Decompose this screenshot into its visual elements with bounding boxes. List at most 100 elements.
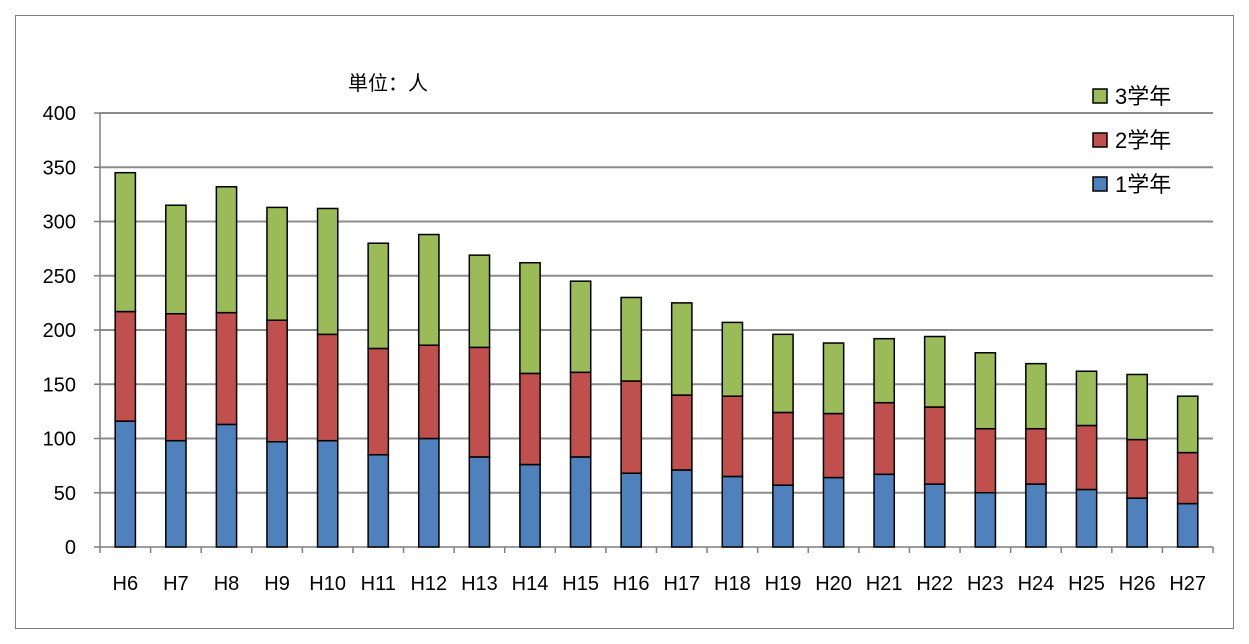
- legend: 3学年 2学年 1学年: [1092, 84, 1171, 197]
- bar-segment: [1025, 427, 1047, 485]
- bar-segment: [367, 347, 390, 456]
- legend-label: 2学年: [1115, 128, 1171, 153]
- y-tick-label: 100: [43, 429, 76, 451]
- bar-segment: [266, 441, 288, 548]
- bar-segment: [721, 395, 744, 478]
- bar-segment: [620, 296, 643, 382]
- bar-segment: [873, 401, 896, 476]
- x-tick-label: H16: [613, 573, 650, 595]
- y-tick-label: 350: [43, 157, 76, 179]
- bar-segment: [114, 171, 137, 313]
- bar-segment: [772, 484, 794, 548]
- bar-segment: [266, 319, 288, 443]
- bar-segment: [165, 312, 187, 442]
- bar-segment: [772, 333, 794, 414]
- bar-segment: [417, 437, 440, 548]
- bars: [114, 171, 1199, 548]
- bar-segment: [1176, 502, 1199, 548]
- bar-segment: [670, 469, 693, 548]
- bar-segment: [974, 492, 997, 548]
- x-tick-label: H6: [113, 573, 139, 595]
- bar-segment: [569, 456, 592, 548]
- bar-segment: [569, 371, 592, 458]
- bar-segment: [1126, 373, 1148, 441]
- bar-segment: [367, 454, 390, 548]
- x-tick-label: H20: [815, 573, 852, 595]
- bar-segment: [316, 207, 339, 336]
- legend-swatch: [1092, 88, 1108, 104]
- bar-segment: [215, 311, 238, 426]
- bar-segment: [468, 254, 491, 349]
- bar-segment: [1126, 438, 1148, 499]
- bar-segment: [721, 321, 744, 397]
- y-tick-label: 400: [43, 103, 76, 125]
- bar-segment: [519, 261, 541, 375]
- x-tick-label: H15: [562, 573, 599, 595]
- bar-segment: [974, 427, 997, 494]
- x-tick-label: H17: [663, 573, 700, 595]
- x-tick-label: H23: [967, 573, 1004, 595]
- legend-label: 1学年: [1115, 172, 1171, 197]
- bar-segment: [367, 242, 390, 350]
- bar-segment: [519, 372, 541, 466]
- bar-segment: [923, 335, 946, 408]
- bar-segment: [974, 352, 997, 430]
- y-tick-label: 300: [43, 212, 76, 234]
- bar-segment: [923, 406, 946, 485]
- unit-label: 単位：人: [348, 72, 428, 95]
- y-tick-label: 200: [43, 320, 76, 342]
- bar-segment: [721, 475, 744, 548]
- bar-segment: [873, 337, 896, 404]
- x-tick-label: H27: [1169, 573, 1206, 595]
- bar-segment: [417, 233, 440, 346]
- x-tick-label: H13: [461, 573, 498, 595]
- bar-segment: [569, 280, 592, 374]
- legend-label: 3学年: [1115, 84, 1171, 109]
- y-tick-label: 250: [43, 266, 76, 288]
- bar-segment: [822, 342, 845, 415]
- bar-segment: [114, 310, 137, 422]
- x-tick-label: H14: [512, 573, 549, 595]
- bar-segment: [923, 483, 946, 548]
- bar-segment: [215, 186, 238, 314]
- bar-segment: [1025, 483, 1047, 548]
- bar-segment: [215, 423, 238, 548]
- bar-segment: [620, 472, 643, 548]
- bar-segment: [1025, 362, 1047, 430]
- bar-segment: [266, 206, 288, 321]
- axis-labels: 0 50 100 150 200 250 300 350 400 H6 H7 H8 H9 H10 H11 H1…: [43, 103, 1206, 595]
- bar-segment: [873, 473, 896, 548]
- x-tick-label: H8: [214, 573, 240, 595]
- bar-segment: [417, 344, 440, 440]
- bar-segment: [670, 302, 693, 396]
- y-tick-label: 0: [65, 537, 76, 559]
- bar-segment: [468, 456, 491, 548]
- bar-segment: [772, 411, 794, 486]
- x-tick-label: H7: [163, 573, 189, 595]
- bar-segment: [1075, 424, 1098, 491]
- x-tick-label: H18: [714, 573, 751, 595]
- legend-swatch: [1092, 132, 1108, 148]
- bar-segment: [822, 412, 845, 479]
- bar-segment: [1126, 497, 1148, 548]
- bar-segment: [519, 463, 541, 548]
- y-tick-label: 50: [54, 483, 76, 505]
- bar-segment: [1075, 488, 1098, 548]
- x-tick-label: H22: [916, 573, 953, 595]
- bar-segment: [316, 439, 339, 548]
- bar-segment: [114, 420, 137, 548]
- x-tick-label: H11: [361, 573, 396, 595]
- x-tick-label: H9: [264, 573, 290, 595]
- bar-segment: [1176, 395, 1199, 454]
- y-tick-label: 150: [43, 374, 76, 396]
- x-tick-label: H19: [765, 573, 802, 595]
- bar-segment: [165, 204, 187, 315]
- x-tick-label: H25: [1068, 573, 1105, 595]
- x-tick-label: H12: [410, 573, 447, 595]
- bar-segment: [620, 380, 643, 474]
- bar-segment: [1176, 451, 1199, 505]
- x-tick-label: H26: [1119, 573, 1156, 595]
- x-tick-label: H10: [309, 573, 346, 595]
- bar-segment: [822, 476, 845, 548]
